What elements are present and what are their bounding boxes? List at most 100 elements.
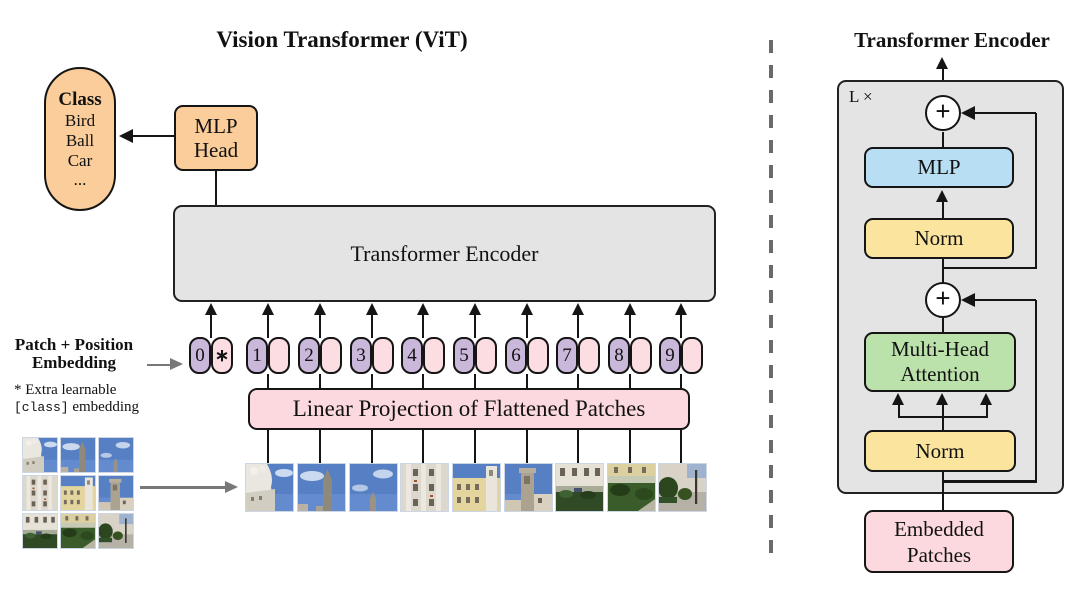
section-divider-dashed-line: [769, 40, 773, 564]
projection-to-token-line: [266, 374, 270, 388]
token-arrowhead-icon: [261, 303, 274, 315]
skip1-rail-line: [1034, 300, 1038, 482]
patch-embedding-pill: [320, 337, 342, 374]
attention-fan-center-line: [941, 404, 945, 431]
embedding-pointer-arrowhead-icon: [170, 358, 183, 370]
skip1-arrowhead-icon: [961, 293, 975, 307]
patch-image-white-facade: [399, 463, 449, 512]
position-token-6: 6: [505, 337, 527, 374]
position-token-9: 9: [659, 337, 681, 374]
mlp-head-box: MLP Head: [174, 105, 258, 171]
mlp-to-class-line: [133, 134, 174, 138]
patch-image-yellow-building: [451, 463, 501, 512]
projection-to-token-line: [370, 374, 374, 388]
token-arrowhead-icon: [571, 303, 584, 315]
patch-image-sky-clouds: [348, 463, 398, 512]
class-token-footnote: * Extra learnable [class] embedding: [14, 382, 174, 416]
transformer-encoder-label: Transformer Encoder: [350, 240, 539, 266]
grid-to-patches-arrowhead-icon: [225, 481, 238, 493]
patch-to-projection-line: [679, 430, 683, 463]
source-image-patch-grid: [22, 437, 134, 549]
class-pill-heading: Class: [58, 89, 102, 110]
mlp-label: MLP: [917, 155, 961, 179]
patch-to-projection-line: [421, 430, 425, 463]
position-token-4: 4: [401, 337, 423, 374]
norm-top-label: Norm: [914, 226, 964, 250]
left-diagram-title: Vision Transformer (ViT): [216, 27, 468, 52]
plus-to-norm-line: [941, 259, 945, 283]
position-token-2: 2: [298, 337, 320, 374]
patch-position-line1: Patch + Position: [14, 335, 134, 354]
class-pill-item: ...: [73, 170, 87, 189]
patch-image-tower-tile: [98, 475, 134, 511]
position-token-label: 4: [407, 344, 417, 366]
skip1-top-line: [974, 298, 1036, 302]
position-token-7: 7: [556, 337, 578, 374]
skip2-rail-line: [1034, 113, 1038, 268]
token-to-encoder-line: [370, 313, 374, 338]
projection-to-token-line: [318, 374, 322, 388]
patch-image-tower-sky: [296, 463, 346, 512]
position-token-label: 2: [304, 344, 314, 366]
token-to-encoder-line: [266, 313, 270, 338]
token-arrowhead-icon: [520, 303, 533, 315]
projection-to-token-line: [679, 374, 683, 388]
patch-embedding-pill: [423, 337, 445, 374]
embedding-pointer-line: [147, 363, 170, 367]
grid-to-patches-line: [140, 486, 225, 489]
attention-fan-left-arrowhead-icon: [892, 393, 905, 405]
token-to-encoder-line: [421, 313, 425, 338]
patch-image-street-tree-tile: [98, 513, 134, 549]
patch-to-projection-line: [266, 430, 270, 463]
token-to-encoder-line: [679, 313, 683, 338]
position-token-label: 7: [562, 344, 572, 366]
patch-embedding-pill: [630, 337, 652, 374]
patch-image-tower: [503, 463, 553, 512]
skip2-arrowhead-icon: [961, 106, 975, 120]
projection-to-token-line: [421, 374, 425, 388]
patch-to-projection-line: [576, 430, 580, 463]
token-arrowhead-icon: [416, 303, 429, 315]
token-arrowhead-icon: [313, 303, 326, 315]
skip2-bottom-line: [943, 266, 1037, 270]
token-arrowhead-icon: [623, 303, 636, 315]
mlp-head-line2: Head: [193, 138, 239, 162]
patch-embedding-pill: [578, 337, 600, 374]
embedded-patches-box: Embedded Patches: [864, 510, 1014, 573]
attention-to-plus-line: [941, 318, 945, 333]
position-token-label: 1: [252, 344, 262, 366]
right-diagram-title: Transformer Encoder: [854, 28, 1050, 52]
class-embedding-pill: ∗: [211, 337, 233, 374]
token-arrowhead-icon: [674, 303, 687, 315]
multi-head-attention-box: Multi-Head Attention: [864, 332, 1016, 392]
token-arrowhead-icon: [468, 303, 481, 315]
projection-to-token-line: [628, 374, 632, 388]
mlp-to-class-arrowhead-icon: [119, 129, 133, 143]
patch-embedding-pill: [681, 337, 703, 374]
plus-to-mlp-line: [941, 132, 945, 148]
mlp-head-line1: MLP: [194, 114, 238, 138]
attention-fan-left-line: [897, 404, 901, 417]
token-arrowhead-icon: [204, 303, 217, 315]
class-token-star: ∗: [214, 345, 230, 365]
patch-image-sky-clouds-tile: [98, 437, 134, 473]
linear-projection-label: Linear Projection of Flattened Patches: [292, 396, 646, 421]
token-to-encoder-line: [318, 313, 322, 338]
position-token-8: 8: [608, 337, 630, 374]
patch-image-yellow-building-tile: [60, 475, 96, 511]
plus-icon: +: [935, 96, 951, 126]
attention-line2: Attention: [900, 362, 980, 386]
norm-bottom-box: Norm: [864, 430, 1016, 472]
patch-position-line2: Embedding: [31, 353, 117, 372]
mlp-box: MLP: [864, 147, 1014, 188]
footnote-line1: * Extra learnable: [14, 382, 117, 398]
token-to-encoder-line: [525, 313, 529, 338]
norm-to-mlp-arrowhead-icon: [936, 190, 949, 202]
attention-line1: Multi-Head: [891, 337, 989, 361]
token-arrowhead-icon: [365, 303, 378, 315]
embedded-patches-line2: Patches: [906, 542, 972, 567]
patch-embedding-pill: [527, 337, 549, 374]
class-pill-item: Ball: [65, 131, 95, 150]
token-to-encoder-line: [209, 313, 213, 338]
